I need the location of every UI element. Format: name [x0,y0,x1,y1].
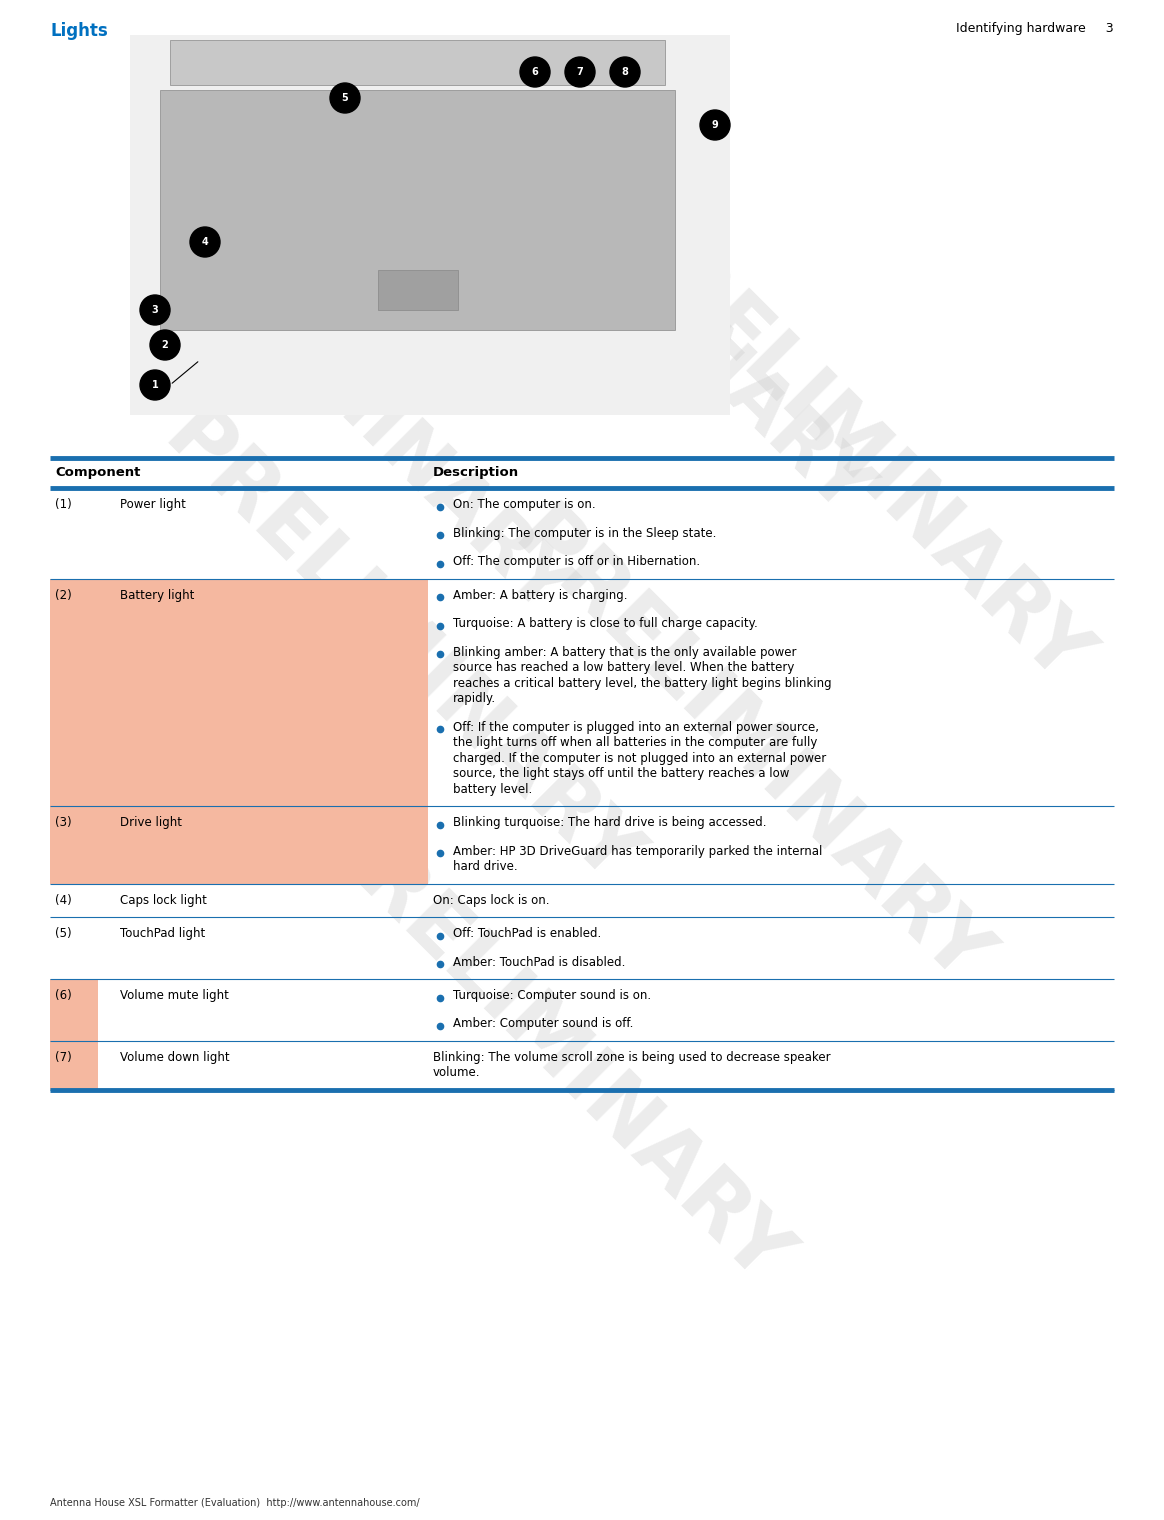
Text: Antenna House XSL Formatter (Evaluation)  http://www.antennahouse.com/: Antenna House XSL Formatter (Evaluation)… [50,1499,420,1508]
Text: (4): (4) [55,894,72,906]
Text: Amber: TouchPad is disabled.: Amber: TouchPad is disabled. [453,956,625,968]
Text: Off: TouchPad is enabled.: Off: TouchPad is enabled. [453,927,602,939]
Text: PRELIMINARY: PRELIMINARY [497,497,1003,1003]
Text: Amber: HP 3D DriveGuard has temporarily parked the internal
hard drive.: Amber: HP 3D DriveGuard has temporarily … [453,845,823,872]
Bar [170,40,665,85]
Text: Off: The computer is off or in Hibernation.: Off: The computer is off or in Hibernati… [453,555,700,568]
Circle shape [520,58,551,87]
Text: 9: 9 [711,120,718,131]
Circle shape [140,295,170,325]
Text: 3: 3 [151,306,158,315]
Text: Volume mute light: Volume mute light [120,990,229,1002]
Circle shape [610,58,640,87]
Text: On: The computer is on.: On: The computer is on. [453,499,596,511]
Text: (1): (1) [55,499,72,511]
Text: Blinking: The volume scroll zone is being used to decrease speaker
volume.: Blinking: The volume scroll zone is bein… [433,1050,831,1079]
Text: Caps lock light: Caps lock light [120,894,207,906]
Text: Description: Description [433,467,519,479]
Text: PRELIMINARY: PRELIMINARY [597,198,1103,702]
Text: 7: 7 [576,67,583,78]
Text: (2): (2) [55,588,72,602]
Text: Component: Component [55,467,141,479]
Text: Amber: Computer sound is off.: Amber: Computer sound is off. [453,1017,633,1031]
Text: Off: If the computer is plugged into an external power source,
the light turns o: Off: If the computer is plugged into an … [453,720,826,795]
Text: Blinking amber: A battery that is the only available power
source has reached a : Blinking amber: A battery that is the on… [453,646,831,705]
Text: TouchPad light: TouchPad light [120,927,205,939]
Text: PRELIMINARY: PRELIMINARY [147,397,653,903]
Text: Blinking turquoise: The hard drive is being accessed.: Blinking turquoise: The hard drive is be… [453,816,767,828]
Text: Battery light: Battery light [120,588,194,602]
Text: 1: 1 [151,380,158,391]
Text: 8: 8 [622,67,629,78]
Text: On: Caps lock is on.: On: Caps lock is on. [433,894,549,906]
Text: Lights: Lights [50,21,108,40]
Circle shape [700,109,730,140]
Bar [130,35,730,415]
Text: PRELIMINARY: PRELIMINARY [418,68,881,532]
Circle shape [565,58,595,87]
Circle shape [190,226,220,257]
Text: (6): (6) [55,990,72,1002]
Text: PRELIMINARY: PRELIMINARY [297,796,803,1303]
Text: (3): (3) [55,816,72,828]
Text: 4: 4 [201,237,208,246]
Bar [50,806,428,883]
Text: 6: 6 [532,67,539,78]
Bar [50,979,98,1041]
Bar [159,90,675,330]
Text: Blinking: The computer is in the Sleep state.: Blinking: The computer is in the Sleep s… [453,526,716,540]
Circle shape [140,369,170,400]
Text: Amber: A battery is charging.: Amber: A battery is charging. [453,588,627,602]
Text: (7): (7) [55,1050,72,1064]
Text: PRELIMINARY: PRELIMINARY [119,169,582,632]
Text: 2: 2 [162,340,169,350]
Text: 5: 5 [341,93,348,103]
Bar [50,1041,98,1090]
Text: Drive light: Drive light [120,816,182,828]
Text: Turquoise: Computer sound is on.: Turquoise: Computer sound is on. [453,990,651,1002]
Text: Power light: Power light [120,499,186,511]
Bar [377,271,457,310]
Text: Identifying hardware     3: Identifying hardware 3 [957,21,1114,35]
Bar [50,579,428,806]
Text: Turquoise: A battery is close to full charge capacity.: Turquoise: A battery is close to full ch… [453,617,758,629]
Text: (5): (5) [55,927,72,939]
Circle shape [150,330,180,360]
Text: Volume down light: Volume down light [120,1050,229,1064]
Circle shape [331,84,360,112]
